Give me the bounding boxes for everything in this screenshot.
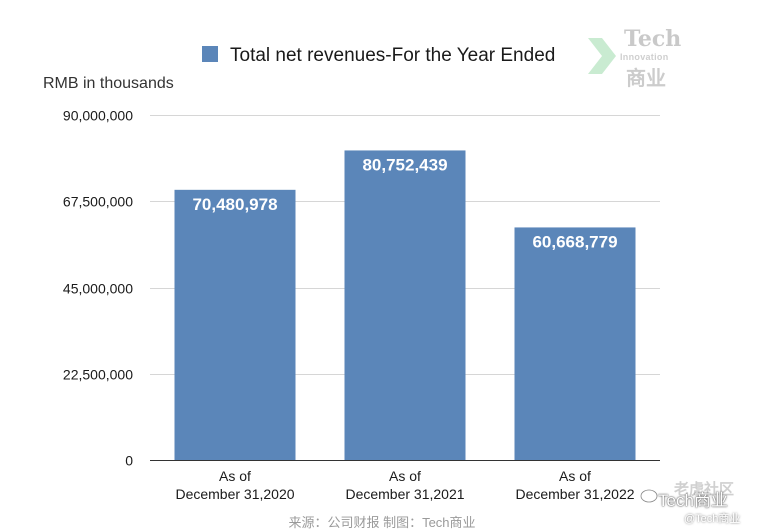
y-tick-label: 67,500,000 bbox=[63, 194, 133, 210]
x-tick-label-line2: December 31,2021 bbox=[345, 486, 464, 502]
y-tick-label: 22,500,000 bbox=[63, 367, 133, 383]
y-tick-label: 0 bbox=[125, 453, 133, 469]
bars: 70,480,978 80,752,439 60,668,779 bbox=[174, 150, 636, 461]
source-note: 来源：公司财报 制图：Tech商业 bbox=[288, 515, 476, 530]
bar-value-label: 60,668,779 bbox=[532, 232, 617, 251]
arrow-logo-icon bbox=[588, 38, 616, 74]
watermark-subtitle: Innovation bbox=[620, 52, 669, 62]
x-tick-label-line1: As of bbox=[389, 468, 421, 484]
wechat-community-label: 老虎社区 bbox=[674, 481, 735, 498]
watermark-cn: 商业 bbox=[626, 68, 666, 90]
wechat-account-name: Tech商业 bbox=[658, 491, 728, 510]
legend-swatch bbox=[202, 46, 218, 62]
bar-value-label: 70,480,978 bbox=[192, 195, 277, 214]
bar bbox=[174, 189, 296, 460]
legend-label: Total net revenues-For the Year Ended bbox=[230, 45, 555, 66]
tech-innovation-watermark: Tech Innovation 商业 bbox=[586, 26, 686, 90]
bar bbox=[344, 150, 466, 461]
x-tick-label-line1: As of bbox=[559, 468, 591, 484]
x-tick-label-line2: December 31,2022 bbox=[515, 486, 634, 502]
watermark-title: Tech bbox=[624, 26, 682, 52]
y-tick-label: 90,000,000 bbox=[63, 108, 133, 124]
wechat-handle: @Tech商业 bbox=[684, 513, 741, 525]
bar-value-label: 80,752,439 bbox=[362, 155, 447, 174]
wechat-bubble-icon bbox=[640, 489, 658, 503]
bar bbox=[514, 227, 636, 460]
wechat-watermark: 老虎社区 Tech商业 @Tech商业 bbox=[640, 478, 764, 530]
x-tick-labels: As of December 31,2020 As of December 31,20… bbox=[175, 468, 634, 502]
x-tick-label-line1: As of bbox=[219, 468, 251, 484]
x-tick-label-line2: December 31,2020 bbox=[175, 486, 294, 502]
y-tick-label: 45,000,000 bbox=[63, 281, 133, 297]
y-axis-title: RMB in thousands bbox=[43, 75, 174, 92]
y-tick-labels: 90,000,000 67,500,000 45,000,000 22,500,000… bbox=[63, 108, 133, 469]
